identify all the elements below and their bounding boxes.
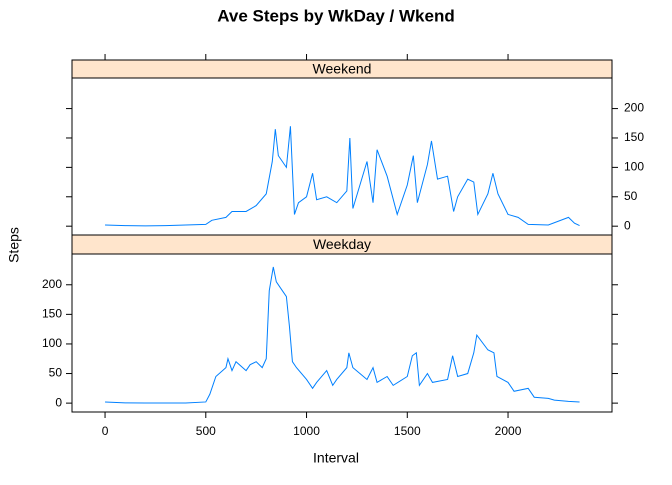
panel [71,253,613,413]
x-tick-label: 0 [102,424,109,438]
y-tick-label: 100 [624,160,644,174]
y-tick-label: 50 [49,366,63,380]
x-tick-label: 2000 [495,424,522,438]
y-tick-label: 200 [624,101,644,115]
y-tick-label: 150 [624,130,644,144]
y-tick-label: 200 [42,277,62,291]
y-tick-label: 150 [42,307,62,321]
y-tick-label: 0 [55,395,62,409]
x-axis-label: Interval [313,450,359,466]
data-line [105,266,580,404]
y-tick-label: 100 [42,336,62,350]
y-tick-label: 0 [624,218,631,232]
strip-label: Weekday [313,236,371,252]
x-tick-label: 500 [196,424,216,438]
x-tick-label: 1500 [394,424,421,438]
x-tick-label: 1000 [293,424,320,438]
panel [71,77,613,236]
y-axis-label: Steps [6,227,22,263]
chart-title: Ave Steps by WkDay / Wkend [217,6,454,25]
data-line [105,126,580,227]
y-tick-label: 50 [624,189,638,203]
strip-label: Weekend [313,61,372,77]
